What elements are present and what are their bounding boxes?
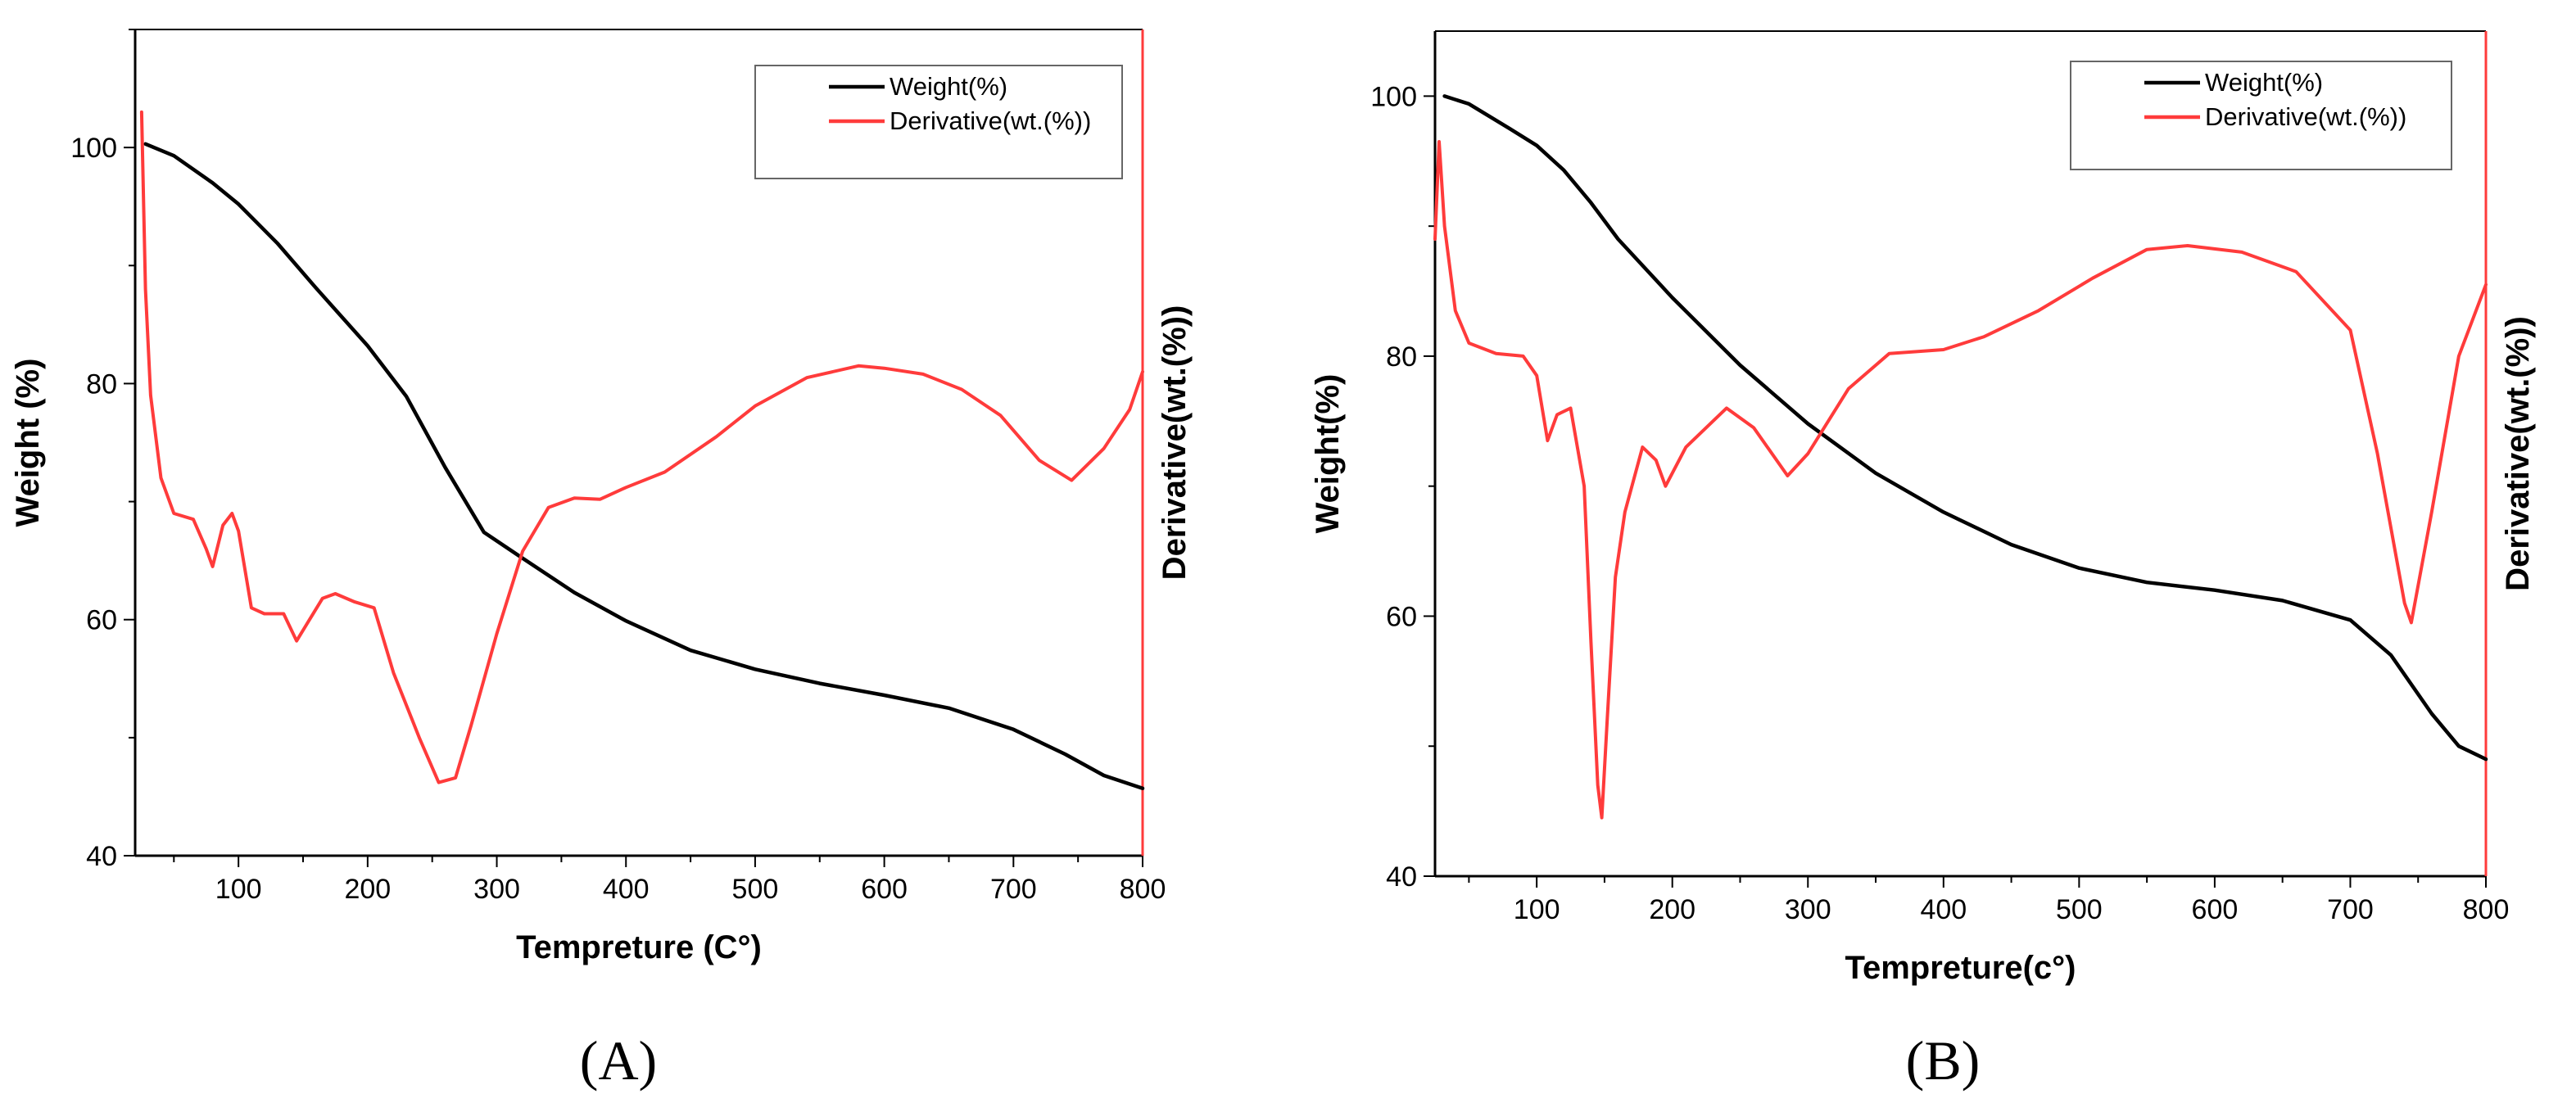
chart-panel-a: 100 200 300 400 500 600 700 800 40 60 80 100 Tempret… (10, 29, 1193, 1092)
legend-entry: Weight(%) (2205, 68, 2323, 97)
y-tick-label: 80 (1386, 341, 1417, 373)
x-tick-label: 800 (1120, 874, 1166, 905)
y-tick-label: 80 (86, 368, 117, 400)
y-tick-label: 40 (1386, 861, 1417, 893)
legend: Weight(%) Derivative(wt.(%)) (2070, 61, 2452, 170)
y-tick-label: 60 (86, 605, 117, 636)
x-tick-label: 500 (2056, 894, 2103, 925)
y-axis-left-title: Weight (%) (10, 359, 46, 527)
chart-panel-b: 100 200 300 400 500 600 700 800 40 60 80 100 Tempret… (1310, 30, 2536, 1092)
y-axis-left-title: Weight(%) (1310, 374, 1346, 534)
x-axis-title: Tempreture (C°) (516, 929, 762, 965)
x-tick-label: 700 (990, 874, 1037, 905)
x-tick-label: 300 (473, 874, 520, 905)
derivative-series-line (1433, 140, 2488, 820)
x-tick-label: 300 (1785, 894, 1831, 925)
y-tick-label: 40 (86, 841, 117, 872)
x-tick-label: 600 (2192, 894, 2239, 925)
legend-entry: Weight(%) (890, 72, 1007, 101)
legend-box (2070, 61, 2452, 170)
x-tick-label: 100 (1514, 894, 1560, 925)
x-tick-label: 200 (344, 874, 391, 905)
y-tick-label: 100 (1370, 81, 1417, 112)
x-tick-label: 400 (603, 874, 650, 905)
x-tick-label: 800 (2463, 894, 2510, 925)
x-tick-label: 100 (215, 874, 262, 905)
legend-entry: Derivative(wt.(%)) (890, 106, 1091, 135)
y-tick-label: 60 (1386, 601, 1417, 632)
x-tick-label: 700 (2327, 894, 2374, 925)
panel-label: (B) (1906, 1029, 1981, 1092)
legend-entry: Derivative(wt.(%)) (2205, 102, 2406, 131)
weight-series-line (1442, 94, 2488, 762)
x-axis-title: Tempreture(c°) (1845, 950, 2076, 986)
legend-box (754, 65, 1123, 179)
x-tick-label: 400 (1920, 894, 1967, 925)
y-tick-label: 100 (70, 133, 117, 164)
legend: Weight(%) Derivative(wt.(%)) (754, 65, 1123, 179)
weight-series-line (143, 142, 1145, 791)
panel-label: (A) (580, 1029, 657, 1092)
y-axis-right-title: Derivative(wt.(%)) (1157, 305, 1193, 581)
x-tick-label: 200 (1649, 894, 1695, 925)
derivative-series-line (139, 110, 1144, 784)
x-tick-label: 500 (732, 874, 779, 905)
y-axis-right-title: Derivative(wt.(%)) (2500, 316, 2536, 591)
x-tick-label: 600 (861, 874, 908, 905)
